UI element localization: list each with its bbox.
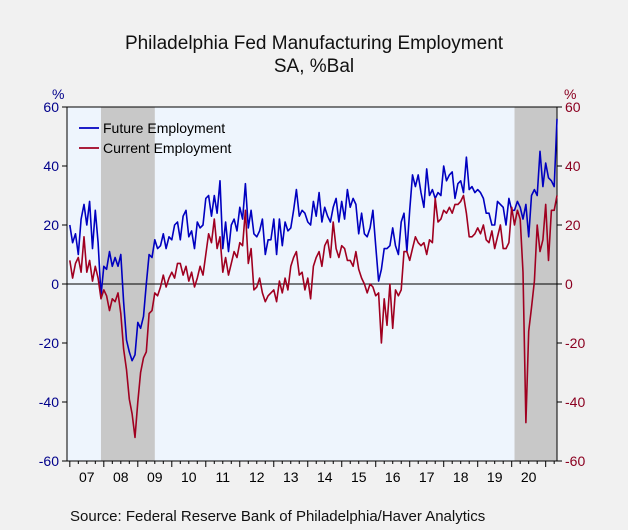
y-tick-label-right: -40 [565,394,585,410]
x-tick-label: 14 [317,469,333,485]
series-line-current-employment [69,194,558,439]
y-tick-label-right: -60 [565,453,585,469]
y-tick-label-left: -40 [39,394,59,410]
y-tick-label-left: 0 [51,276,59,292]
x-tick-label: 08 [113,469,129,485]
x-tick-label: 07 [79,469,95,485]
axes: 60 60 40 40 20 20 0 0 -20 -20 -40 -40 -60 -60% % 07 08 09… [39,86,586,485]
x-tick-label: 11 [216,469,231,485]
y-unit-right: % [564,86,576,102]
legend-label: Current Employment [103,140,231,156]
y-tick-label-right: 40 [565,158,581,174]
y-tick-label-right: -20 [565,335,585,351]
x-tick-label: 12 [249,469,265,485]
y-unit-left: % [52,86,64,102]
x-tick-label: 15 [351,469,367,485]
x-tick-label: 18 [453,469,469,485]
y-tick-label-right: 20 [565,217,581,233]
y-tick-label-left: 20 [43,217,59,233]
y-tick-label-left: -20 [39,335,59,351]
y-tick-label-right: 0 [565,276,573,292]
y-tick-label-left: -60 [39,453,59,469]
x-tick-label: 20 [521,469,537,485]
x-tick-label: 17 [419,469,435,485]
x-tick-label: 09 [147,469,163,485]
y-tick-label-left: 40 [43,158,59,174]
series-layer [69,118,558,439]
source-note: Source: Federal Reserve Bank of Philadel… [70,508,486,525]
legend-label: Future Employment [103,120,225,136]
x-tick-label: 13 [283,469,299,485]
x-tick-label: 19 [487,469,503,485]
legend: Future Employment Current Employment [79,120,231,156]
x-tick-label: 16 [385,469,401,485]
x-tick-label: 10 [181,469,197,485]
y-tick-label-left: 60 [43,99,59,115]
y-tick-label-right: 60 [565,99,581,115]
series-line-future-employment [69,118,558,362]
chart-subtitle: SA, %Bal [273,56,355,77]
chart-title: Philadelphia Fed Manufacturing Employmen… [124,33,504,54]
